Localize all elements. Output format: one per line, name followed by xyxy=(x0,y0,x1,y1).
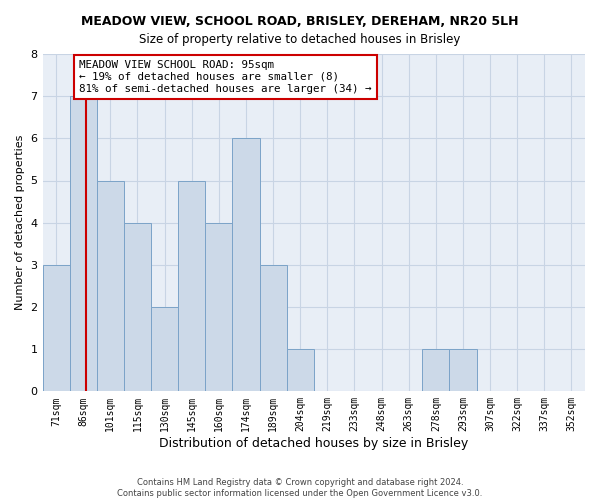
Bar xyxy=(151,307,178,392)
Bar xyxy=(97,180,124,392)
Bar xyxy=(70,96,97,392)
Bar xyxy=(232,138,260,392)
Text: Contains HM Land Registry data © Crown copyright and database right 2024.
Contai: Contains HM Land Registry data © Crown c… xyxy=(118,478,482,498)
Bar xyxy=(43,265,70,392)
Bar xyxy=(124,222,151,392)
Bar xyxy=(260,265,287,392)
Bar xyxy=(287,349,314,392)
Text: MEADOW VIEW, SCHOOL ROAD, BRISLEY, DEREHAM, NR20 5LH: MEADOW VIEW, SCHOOL ROAD, BRISLEY, DEREH… xyxy=(81,15,519,28)
Text: MEADOW VIEW SCHOOL ROAD: 95sqm
← 19% of detached houses are smaller (8)
81% of s: MEADOW VIEW SCHOOL ROAD: 95sqm ← 19% of … xyxy=(79,60,371,94)
Y-axis label: Number of detached properties: Number of detached properties xyxy=(15,135,25,310)
Bar xyxy=(449,349,476,392)
Bar xyxy=(178,180,205,392)
Text: Size of property relative to detached houses in Brisley: Size of property relative to detached ho… xyxy=(139,32,461,46)
X-axis label: Distribution of detached houses by size in Brisley: Distribution of detached houses by size … xyxy=(159,437,469,450)
Bar xyxy=(205,222,232,392)
Bar xyxy=(422,349,449,392)
